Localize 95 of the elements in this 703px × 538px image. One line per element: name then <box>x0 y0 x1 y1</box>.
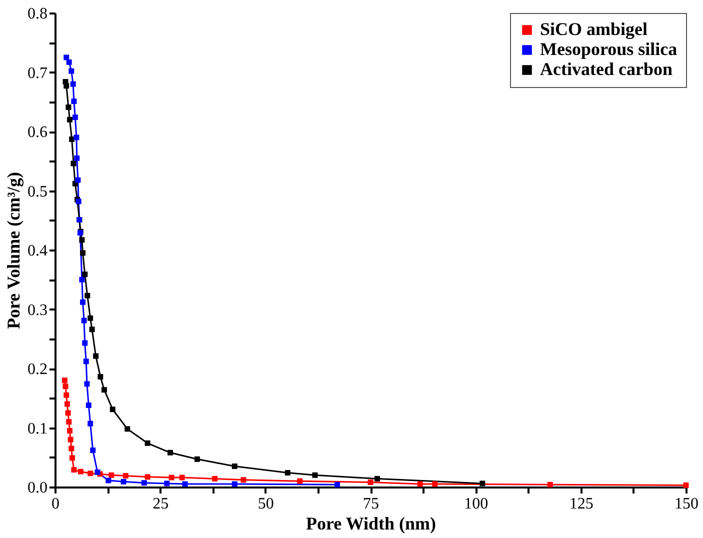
point <box>124 426 130 432</box>
point <box>144 440 150 446</box>
point <box>108 472 114 478</box>
y-tick-label: 0.8 <box>28 6 48 22</box>
point <box>80 299 86 305</box>
point <box>82 340 88 346</box>
point <box>168 450 173 456</box>
point <box>79 237 85 243</box>
x-tick-label: 0 <box>52 496 60 512</box>
point <box>141 480 147 486</box>
point <box>88 420 94 426</box>
legend-label: Activated carbon <box>540 59 672 79</box>
point <box>72 114 78 120</box>
point <box>66 116 72 122</box>
point <box>110 406 116 412</box>
point <box>62 384 68 390</box>
point <box>106 478 112 484</box>
point <box>66 419 72 425</box>
point <box>212 476 218 482</box>
x-tick-label: 100 <box>464 496 488 512</box>
point <box>62 378 68 384</box>
point <box>66 104 72 110</box>
point <box>79 276 85 282</box>
point <box>144 474 150 480</box>
point <box>164 480 170 486</box>
y-tick-label: 0.5 <box>28 183 48 200</box>
y-tick-label: 0.1 <box>28 420 48 438</box>
point <box>93 353 99 359</box>
point <box>78 468 84 474</box>
point <box>71 98 77 104</box>
point <box>83 358 89 364</box>
point <box>86 402 92 408</box>
y-tick-label: 0.4 <box>28 242 48 260</box>
point <box>374 476 380 482</box>
point <box>168 474 174 480</box>
point <box>417 481 423 487</box>
y-tick-label: 0.6 <box>28 124 48 141</box>
legend-label: SiCO ambigel <box>540 19 648 39</box>
point <box>297 478 303 484</box>
point <box>65 410 71 416</box>
point <box>68 436 74 442</box>
point <box>64 392 70 398</box>
x-axis-title: Pore Width (nm) <box>306 514 436 534</box>
point <box>232 481 238 487</box>
point <box>64 83 70 89</box>
point <box>66 428 72 434</box>
point <box>182 481 188 487</box>
point <box>88 315 94 321</box>
point <box>70 81 76 87</box>
point <box>71 467 77 473</box>
point <box>334 482 340 488</box>
y-tick-label: 0.7 <box>28 64 48 82</box>
point <box>98 374 104 380</box>
point <box>480 480 486 486</box>
y-tick-label: 0.3 <box>28 302 48 319</box>
x-tick-label: 125 <box>569 496 594 512</box>
point <box>368 480 374 485</box>
point <box>240 477 246 483</box>
point <box>284 470 290 476</box>
point <box>432 481 438 487</box>
point <box>68 68 74 74</box>
point <box>547 482 553 488</box>
x-tick-label: 50 <box>258 496 274 512</box>
point <box>70 455 75 461</box>
y-axis-title: Pore Volume (cm³/g) <box>4 172 24 330</box>
x-tick-label: 75 <box>363 496 379 512</box>
x-tick-label: 150 <box>674 496 698 512</box>
legend-label: Mesoporous silica <box>540 39 678 59</box>
point <box>68 446 74 452</box>
point <box>84 381 90 387</box>
point <box>194 456 200 462</box>
point <box>64 54 70 60</box>
point <box>82 272 88 278</box>
point <box>74 155 80 161</box>
point <box>120 478 126 484</box>
point <box>101 387 107 393</box>
point <box>84 292 90 298</box>
point <box>66 59 72 65</box>
point <box>232 464 238 469</box>
point <box>122 473 128 478</box>
point <box>94 469 100 475</box>
point <box>683 482 689 488</box>
point <box>312 472 318 478</box>
point <box>89 326 95 332</box>
point <box>88 470 94 476</box>
y-tick-label: 0.0 <box>28 480 48 496</box>
point <box>64 401 70 407</box>
point <box>179 474 185 480</box>
point <box>75 177 81 183</box>
point <box>90 448 96 454</box>
y-tick-label: 0.2 <box>28 361 48 378</box>
point <box>81 318 87 324</box>
point <box>74 134 80 140</box>
x-tick-label: 25 <box>152 496 169 512</box>
point <box>80 250 86 256</box>
